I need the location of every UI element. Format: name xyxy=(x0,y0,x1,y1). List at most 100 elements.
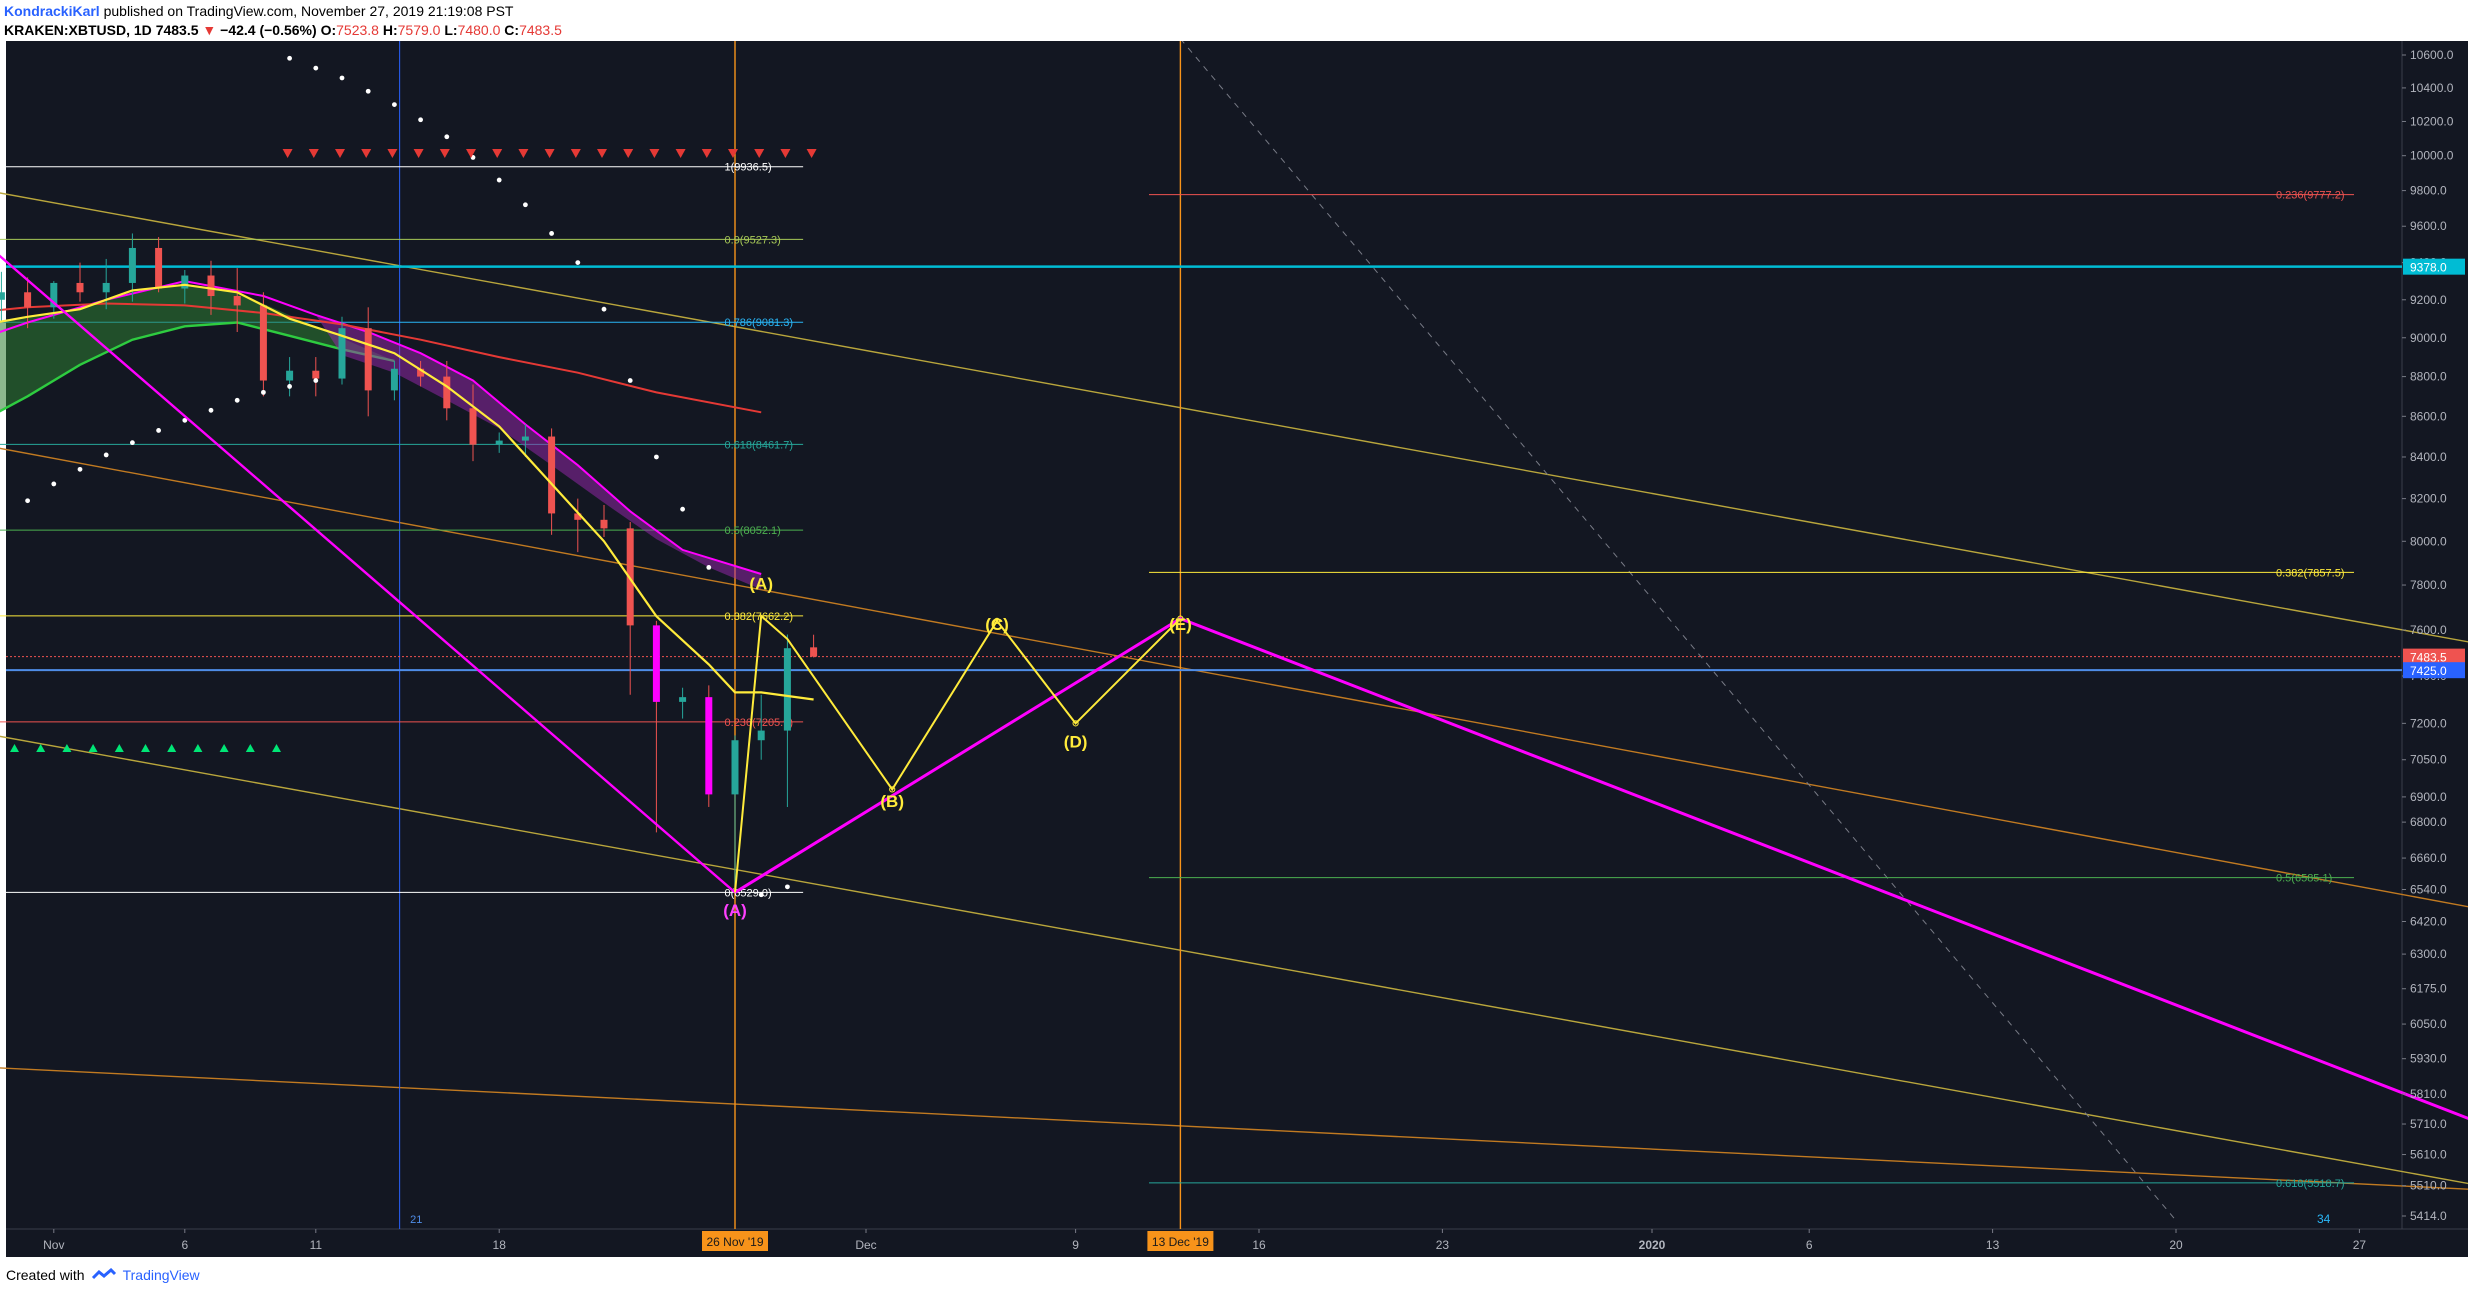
high-label: H: xyxy=(382,22,398,38)
price-tick-label: 8800.0 xyxy=(2410,370,2447,384)
sar-dot xyxy=(575,260,581,266)
sar-dot xyxy=(365,88,371,94)
candle-body xyxy=(679,697,687,702)
sell-signal-icon xyxy=(361,149,372,158)
candle-body xyxy=(521,436,529,441)
candle-body xyxy=(76,282,84,293)
wave-label: (A) xyxy=(749,574,773,593)
time-tick-label: 2020 xyxy=(1639,1238,1666,1252)
price-tick-label: 6300.0 xyxy=(2410,947,2447,961)
time-tick-label: 6 xyxy=(181,1238,188,1252)
sar-dot xyxy=(208,407,214,413)
candle-body xyxy=(757,730,765,741)
wave-yellow-line xyxy=(734,613,1182,893)
price-tick-label: 6050.0 xyxy=(2410,1017,2447,1031)
price-change: −42.4 (−0.56%) xyxy=(220,22,317,38)
sell-signal-icon xyxy=(623,149,634,158)
sell-signal-icon xyxy=(570,149,581,158)
candle-body xyxy=(24,292,32,308)
wave-magenta-line xyxy=(0,254,736,894)
chart-container[interactable]: 1(9936.5) 0.9(9527.3) 0.786(9081.3) 0.618(8… xyxy=(0,41,2468,1257)
sar-dot xyxy=(496,177,502,183)
author-link[interactable]: KondrackiKarl xyxy=(4,3,100,19)
price-tick-label: 10000.0 xyxy=(2410,149,2454,163)
sar-dot xyxy=(25,498,30,504)
time-tick-label: 18 xyxy=(493,1238,507,1252)
trendline xyxy=(0,447,2468,908)
price-badge-level: 9378.0 xyxy=(2410,261,2447,275)
sar-dot xyxy=(549,231,554,236)
buy-signal-icon xyxy=(193,744,203,752)
sell-signal-icon xyxy=(466,149,476,158)
symbol-label: KRAKEN:XBTUSD, 1D xyxy=(4,22,152,38)
price-tick-label: 5810.0 xyxy=(2410,1087,2447,1101)
date-badge-bg xyxy=(1147,1231,1214,1251)
sar-dot xyxy=(601,306,607,312)
vertical-line-label: 34 xyxy=(2317,1212,2331,1226)
sar-dot xyxy=(0,515,4,521)
date-badge: 26 Nov '19 xyxy=(707,1235,764,1249)
sar-dot xyxy=(523,202,528,208)
ma-ribbon-fill xyxy=(0,284,395,412)
fib-level-label: 1(9936.5) xyxy=(725,162,772,174)
candle-body xyxy=(652,625,660,702)
price-tick-label: 9200.0 xyxy=(2410,293,2447,307)
published-text: published on TradingView.com, November 2… xyxy=(99,3,514,19)
sar-dot xyxy=(392,102,397,108)
candle-body xyxy=(705,697,713,795)
sar-dot xyxy=(706,565,712,570)
candle-body xyxy=(469,408,477,445)
candle-body xyxy=(574,513,582,520)
price-tick-label: 6900.0 xyxy=(2410,790,2447,804)
wave-label: (B) xyxy=(880,792,904,811)
sar-dot xyxy=(156,428,162,433)
sar-dot xyxy=(313,65,319,71)
sell-signal-icon xyxy=(544,149,555,158)
sell-signal-icon xyxy=(754,149,765,158)
price-tick-label: 5510.0 xyxy=(2410,1179,2447,1193)
plot-background xyxy=(6,41,2402,1229)
sar-dot xyxy=(130,440,135,446)
candle-body xyxy=(443,376,451,409)
fib-level-label: 0.9(9527.3) xyxy=(725,234,781,246)
candle-body xyxy=(102,282,110,293)
buy-signal-icon xyxy=(62,744,72,752)
buy-signal-icon xyxy=(219,744,229,752)
buy-signal-icon xyxy=(36,744,46,752)
created-with-text: Created with xyxy=(6,1267,85,1283)
close-label: C: xyxy=(504,22,520,38)
header-line-1: KondrackiKarl published on TradingView.c… xyxy=(4,2,1604,21)
tradingview-logo-icon xyxy=(91,1268,116,1280)
candle-body xyxy=(731,740,739,795)
candle-body xyxy=(495,440,503,445)
price-axis-background xyxy=(2402,41,2468,1229)
time-tick-label: 6 xyxy=(1806,1238,1813,1252)
date-badge-bg xyxy=(702,1231,768,1251)
sell-signal-icon xyxy=(780,149,791,158)
down-arrow-icon: ▼ xyxy=(202,22,217,38)
wave-label: (C) xyxy=(985,615,1009,634)
time-tick-label: 9 xyxy=(1072,1238,1079,1252)
sar-dot xyxy=(654,454,659,460)
price-chart[interactable]: 1(9936.5) 0.9(9527.3) 0.786(9081.3) 0.618(8… xyxy=(0,41,2468,1257)
price-badge-level: 7425.0 xyxy=(2410,664,2447,678)
price-tick-label: 8000.0 xyxy=(2410,534,2447,548)
wave-pivot xyxy=(1177,615,1184,622)
buy-signal-icon xyxy=(10,744,19,752)
tradingview-link[interactable]: TradingView xyxy=(122,1267,200,1283)
sell-signal-icon xyxy=(806,149,817,158)
candle-body xyxy=(600,519,608,529)
trendline xyxy=(0,1067,2468,1190)
candle-body xyxy=(259,305,267,381)
price-tick-label: 8600.0 xyxy=(2410,409,2447,423)
fib-level-label: 0.382(7857.5) xyxy=(2276,567,2345,579)
wave-label: (D) xyxy=(1064,733,1088,752)
candle-body xyxy=(155,247,163,289)
candle-body xyxy=(128,247,136,283)
price-tick-label: 6660.0 xyxy=(2410,851,2447,865)
sar-dot xyxy=(261,389,266,395)
sar-dot xyxy=(77,466,83,472)
footer: Created with TradingView xyxy=(6,1264,200,1286)
sell-signal-icon xyxy=(728,149,738,158)
sell-signal-icon xyxy=(649,149,660,158)
